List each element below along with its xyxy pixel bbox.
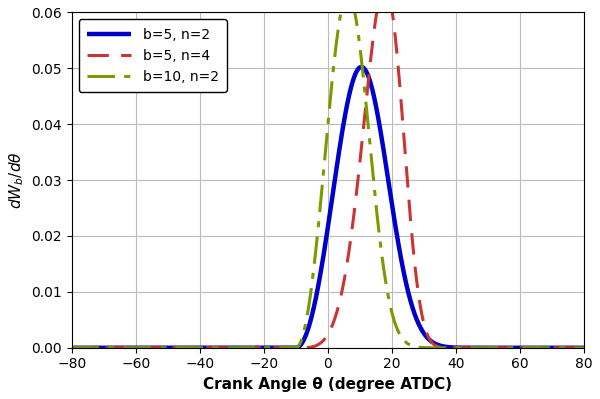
b=10, n=2 (287, 346, 294, 350)
b=10, n=2 (68, 346, 75, 350)
b=5, n=4 (265, 346, 272, 350)
b=10, n=2 (515, 346, 523, 350)
b=5, n=2 (287, 346, 294, 350)
b=5, n=4 (127, 346, 134, 350)
b=10, n=2 (581, 346, 588, 350)
b=5, n=2 (515, 346, 523, 350)
b=5, n=2 (358, 65, 365, 69)
b=5, n=4 (571, 346, 578, 350)
b=5, n=2 (581, 346, 588, 350)
b=10, n=2 (127, 346, 134, 350)
b=5, n=4 (287, 346, 294, 350)
b=10, n=2 (157, 346, 164, 350)
Line: b=5, n=4: b=5, n=4 (71, 0, 584, 348)
Line: b=10, n=2: b=10, n=2 (71, 0, 584, 348)
Line: b=5, n=2: b=5, n=2 (71, 67, 584, 348)
Y-axis label: $dW_b/d\theta$: $dW_b/d\theta$ (7, 151, 26, 209)
b=5, n=2 (127, 346, 134, 350)
b=5, n=4 (581, 346, 588, 350)
b=10, n=2 (265, 346, 272, 350)
Legend: b=5, n=2, b=5, n=4, b=10, n=2: b=5, n=2, b=5, n=4, b=10, n=2 (79, 20, 227, 92)
b=5, n=2 (571, 346, 578, 350)
b=5, n=2 (265, 346, 272, 350)
b=5, n=4 (157, 346, 164, 350)
b=5, n=2 (68, 346, 75, 350)
b=5, n=4 (515, 346, 523, 350)
b=5, n=2 (157, 346, 164, 350)
X-axis label: Crank Angle θ (degree ATDC): Crank Angle θ (degree ATDC) (203, 377, 452, 392)
b=10, n=2 (571, 346, 578, 350)
b=5, n=4 (68, 346, 75, 350)
